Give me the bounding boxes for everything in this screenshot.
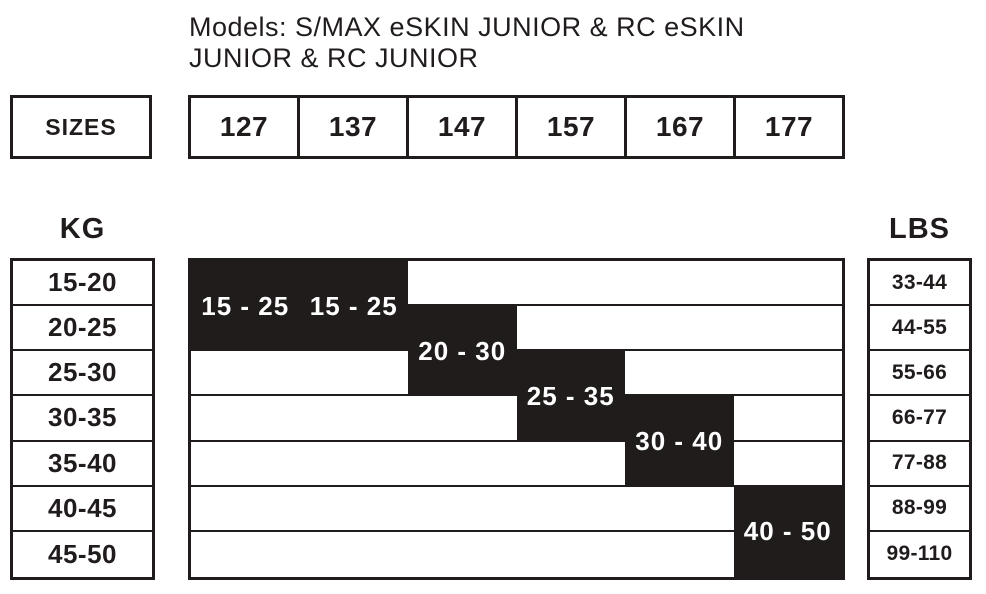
- weight-block-157: 25 - 35: [516, 351, 625, 442]
- weight-block-label: 40 - 50: [743, 516, 832, 547]
- kg-row: 30-35: [13, 396, 152, 442]
- lbs-row: 66-77: [870, 396, 969, 442]
- weight-block-label: 20 - 30: [418, 335, 507, 366]
- kg-row: 15-20: [13, 261, 152, 307]
- lbs-row: 77-88: [870, 442, 969, 487]
- models-title-line1: Models: S/MAX eSKIN JUNIOR & RC eSKIN: [189, 12, 745, 42]
- size-cell-127: 127: [191, 98, 300, 156]
- size-cell-167: 167: [627, 98, 736, 156]
- kg-row: 20-25: [13, 306, 152, 352]
- size-cell-137: 137: [300, 98, 409, 156]
- lbs-row: 44-55: [870, 306, 969, 352]
- weight-block-167: 30 - 40: [625, 396, 734, 487]
- lbs-table: 33-44 44-55 55-66 66-77 77-88 88-99 99-1…: [867, 258, 972, 580]
- size-cell-147: 147: [409, 98, 518, 156]
- sizes-header-box: SIZES: [10, 95, 152, 159]
- weight-block-127: 15 - 25: [191, 261, 300, 352]
- chart-area: 15 - 25 15 - 25 20 - 30 25 - 35 30 - 40 40 - …: [188, 258, 845, 580]
- size-cell-177: 177: [764, 111, 814, 142]
- kg-label: KG: [59, 213, 106, 245]
- weight-block-label: 15 - 25: [201, 290, 290, 321]
- weight-block-label: 15 - 25: [309, 290, 398, 321]
- weight-block-label: 25 - 35: [526, 380, 615, 411]
- chart-row: [191, 487, 842, 532]
- lbs-row: 33-44: [870, 261, 969, 307]
- models-title: Models: S/MAX eSKIN JUNIOR & RC eSKIN JU…: [189, 12, 809, 74]
- weight-block-177: 40 - 50: [733, 486, 842, 577]
- weight-block-137: 15 - 25: [299, 261, 408, 352]
- chart-row: [191, 306, 842, 352]
- lbs-label: LBS: [889, 213, 950, 245]
- weight-block-label: 30 - 40: [635, 426, 724, 457]
- kg-row: 40-45: [13, 487, 152, 532]
- lbs-row: 88-99: [870, 487, 969, 532]
- chart-row: [191, 442, 842, 487]
- kg-row: 35-40: [13, 442, 152, 487]
- kg-table: 15-20 20-25 25-30 30-35 35-40 40-45 45-5…: [10, 258, 155, 580]
- weight-block-147: 20 - 30: [408, 306, 517, 397]
- kg-row: 25-30: [13, 351, 152, 397]
- size-cell-157: 157: [518, 98, 627, 156]
- lbs-row: 99-110: [886, 542, 953, 566]
- sizes-table: 127 137 147 157 167 177: [188, 95, 845, 159]
- chart-row: [191, 261, 842, 307]
- kg-row: 45-50: [48, 538, 117, 569]
- lbs-row: 55-66: [870, 351, 969, 397]
- models-title-line2: JUNIOR & RC JUNIOR: [189, 43, 479, 73]
- sizes-header-label: SIZES: [45, 113, 117, 140]
